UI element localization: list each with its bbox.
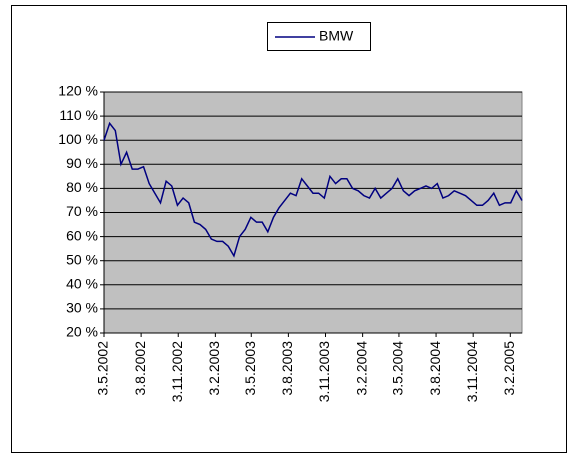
x-tick-label: 3.8.2004	[427, 341, 443, 396]
x-tick-label: 3.2.2004	[353, 341, 369, 396]
y-tick-label: 120 %	[58, 83, 98, 99]
y-tick-label: 100 %	[58, 131, 98, 147]
y-tick-label: 110 %	[59, 107, 98, 123]
y-tick-label: 90 %	[66, 155, 98, 171]
x-tick-label: 3.2.2005	[501, 341, 517, 396]
x-tick-label: 3.2.2003	[206, 341, 222, 396]
x-tick-label: 3.11.2002	[169, 341, 185, 402]
x-tick-label: 3.8.2002	[132, 341, 148, 396]
x-tick-label: 3.5.2004	[390, 341, 406, 396]
x-tick-label: 3.11.2003	[316, 341, 332, 402]
x-tick-label: 3.5.2002	[95, 341, 111, 396]
y-tick-label: 80 %	[66, 179, 98, 195]
y-tick-label: 20 %	[66, 324, 98, 340]
data-line	[103, 121, 523, 258]
y-tick-label: 40 %	[66, 276, 98, 292]
x-tick-label: 3.8.2003	[279, 341, 295, 396]
x-tick-label: 3.11.2004	[464, 341, 480, 402]
y-tick-label: 70 %	[66, 203, 98, 219]
y-tick-label: 50 %	[66, 251, 98, 267]
y-tick-label: 60 %	[66, 227, 98, 243]
legend-label: BMW	[319, 28, 354, 44]
x-tick-label: 3.5.2003	[242, 341, 258, 396]
y-tick-label: 30 %	[66, 300, 98, 316]
